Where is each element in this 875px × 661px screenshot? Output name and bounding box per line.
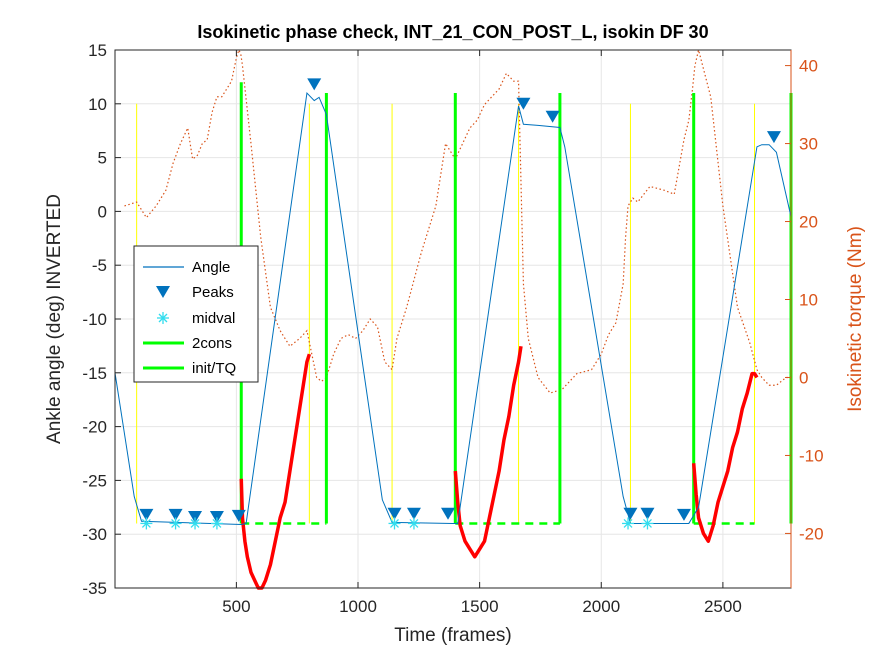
midval-marker bbox=[641, 517, 654, 530]
legend-midval-swatch bbox=[157, 312, 169, 324]
y2-tick-label: 10 bbox=[799, 291, 818, 310]
x-tick-label: 1000 bbox=[339, 597, 377, 616]
y-tick-label: -15 bbox=[82, 364, 107, 383]
y2-tick-label: 0 bbox=[799, 368, 808, 387]
midval-marker bbox=[210, 517, 223, 530]
y2-axis-label: Isokinetic torque (Nm) bbox=[845, 226, 866, 412]
markers-layer bbox=[139, 78, 781, 530]
torque-bold-line bbox=[239, 353, 312, 590]
y-tick-label: 15 bbox=[88, 41, 107, 60]
peak-marker bbox=[545, 110, 560, 123]
x-tick-label: 500 bbox=[222, 597, 250, 616]
torque-dotted-line bbox=[124, 48, 791, 394]
midval-stroke bbox=[623, 518, 633, 528]
peak-marker bbox=[307, 78, 322, 91]
legend-midval-label: midval bbox=[192, 310, 235, 327]
y-tick-label: -25 bbox=[82, 471, 107, 490]
peak-marker bbox=[209, 510, 224, 523]
midval-marker bbox=[189, 517, 202, 530]
midval-stroke bbox=[141, 518, 151, 528]
midval-marker bbox=[388, 517, 401, 530]
legend-init-tq-label: init/TQ bbox=[192, 360, 236, 377]
y2-tick-label: 20 bbox=[799, 213, 818, 232]
y-axis-label: Ankle angle (deg) INVERTED bbox=[44, 194, 65, 444]
midval-stroke bbox=[409, 518, 419, 528]
peak-marker bbox=[640, 507, 655, 520]
midval-stroke bbox=[643, 518, 652, 528]
midval-marker bbox=[169, 517, 182, 530]
torque-dotted-layer bbox=[124, 48, 791, 394]
torque-bold-layer bbox=[239, 346, 759, 590]
midval-stroke bbox=[390, 518, 399, 528]
peak-marker bbox=[623, 507, 638, 520]
midval-marker bbox=[622, 517, 635, 530]
legend-box bbox=[133, 245, 259, 383]
angle-layer bbox=[114, 91, 792, 526]
chart-title: Isokinetic phase check, INT_21_CON_POST_… bbox=[197, 22, 708, 42]
midval-marker bbox=[140, 517, 153, 530]
peak-marker bbox=[168, 508, 183, 521]
peak-marker bbox=[766, 131, 781, 144]
x-tick-label: 2000 bbox=[582, 597, 620, 616]
peak-marker bbox=[231, 509, 246, 522]
y2-tick-label: -10 bbox=[799, 446, 824, 465]
peak-marker bbox=[139, 508, 154, 521]
cons-layer bbox=[239, 82, 793, 525]
midval-marker bbox=[407, 517, 420, 530]
y-tick-label: -30 bbox=[82, 525, 107, 544]
x-axis-label: Time (frames) bbox=[394, 625, 512, 646]
legend-angle-label: Angle bbox=[192, 259, 230, 276]
peak-marker bbox=[441, 507, 456, 520]
phase-lines bbox=[136, 103, 756, 524]
y-tick-label: 10 bbox=[88, 95, 107, 114]
legend: Angle Peaks midval 2cons init/TQ bbox=[133, 245, 259, 383]
peak-marker bbox=[516, 97, 531, 110]
midval-stroke bbox=[190, 518, 200, 528]
x-tick-label: 2500 bbox=[704, 597, 742, 616]
peak-marker bbox=[676, 508, 691, 521]
torque-bold-line bbox=[691, 371, 759, 543]
legend-peaks-swatch bbox=[156, 286, 170, 298]
y-tick-label: -20 bbox=[82, 418, 107, 437]
peak-marker bbox=[188, 510, 203, 523]
y2-tick-label: 30 bbox=[799, 135, 818, 154]
peak-marker bbox=[406, 507, 421, 520]
legend-peaks-label: Peaks bbox=[192, 284, 234, 301]
y-ticks: -35 -30 -25 -20 -15 -10 -5 0 5 10 15 bbox=[82, 41, 121, 598]
y-tick-label: 5 bbox=[98, 149, 107, 168]
midval-stroke bbox=[171, 518, 181, 528]
legend-2cons-label: 2cons bbox=[192, 335, 232, 352]
y-tick-label: -35 bbox=[82, 579, 107, 598]
y-tick-label: -10 bbox=[82, 310, 107, 329]
y2-ticks: -20 -10 0 10 20 30 40 bbox=[785, 57, 824, 543]
x-tick-label: 1500 bbox=[461, 597, 499, 616]
y2-tick-label: -20 bbox=[799, 524, 824, 543]
y2-tick-label: 40 bbox=[799, 57, 818, 76]
x-ticks: 500 1000 1500 2000 2500 bbox=[222, 50, 742, 616]
torque-bold-line bbox=[453, 346, 523, 559]
y-tick-label: 0 bbox=[98, 202, 107, 221]
midval-stroke bbox=[212, 518, 222, 528]
peak-marker bbox=[387, 507, 402, 520]
y-tick-label: -5 bbox=[92, 256, 107, 275]
angle-line bbox=[114, 91, 792, 526]
